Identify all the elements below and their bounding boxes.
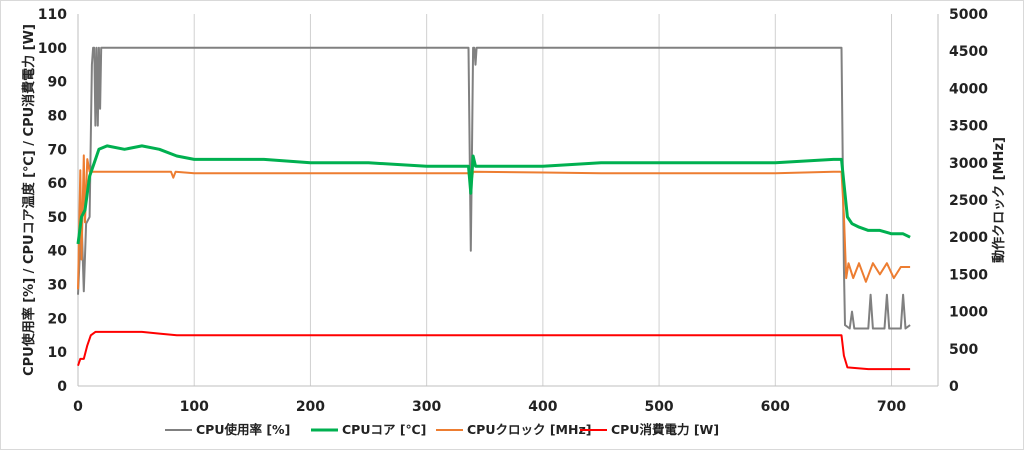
y-left-tick-label: 40 (48, 244, 68, 260)
y-right-tick-label: 3000 (949, 156, 988, 172)
y-left-tick-label: 10 (48, 345, 68, 361)
y-left-tick-label: 110 (38, 7, 67, 23)
legend-label: CPU使用率 [%] (196, 422, 290, 437)
x-tick-label: 300 (412, 399, 441, 415)
x-tick-label: 100 (180, 399, 209, 415)
legend-label: CPU消費電力 [W] (611, 422, 719, 437)
x-tick-label: 0 (73, 399, 83, 415)
legend-label: CPUコア [℃] (342, 422, 426, 437)
x-tick-label: 400 (528, 399, 557, 415)
series-line-1 (76, 144, 911, 245)
y-left-axis-title: CPU使用率 [%] / CPUコア温度 [℃] / CPU消費電力 [W] (21, 24, 37, 376)
y-left-tick-label: 90 (48, 75, 68, 91)
series-line-3 (77, 330, 911, 371)
y-right-tick-label: 1000 (949, 305, 988, 321)
x-tick-label: 200 (296, 399, 325, 415)
x-tick-label: 600 (761, 399, 790, 415)
y-right-tick-label: 2500 (949, 193, 988, 209)
series-line-0 (77, 46, 911, 330)
y-right-tick-label: 500 (949, 342, 978, 358)
y-left-tick-label: 80 (48, 108, 68, 124)
y-left-tick-label: 0 (57, 379, 67, 395)
y-left-tick-label: 70 (48, 142, 68, 158)
y-right-tick-label: 4500 (949, 44, 988, 60)
y-right-tick-label: 4000 (949, 81, 988, 97)
y-right-tick-label: 0 (949, 379, 959, 395)
y-left-tick-label: 100 (38, 41, 67, 57)
y-right-tick-label: 5000 (949, 7, 988, 23)
y-left-tick-label: 30 (48, 278, 68, 294)
y-right-tick-label: 3500 (949, 119, 988, 135)
y-right-axis-title: 動作クロック [MHz] (991, 137, 1007, 263)
series-line-2 (77, 154, 911, 290)
y-left-tick-label: 20 (48, 311, 68, 327)
y-right-tick-label: 1500 (949, 267, 988, 283)
y-left-tick-label: 50 (48, 210, 68, 226)
x-tick-label: 700 (877, 399, 906, 415)
legend-label: CPUクロック [MHz] (467, 422, 591, 437)
y-left-tick-label: 60 (48, 176, 68, 192)
x-tick-label: 500 (644, 399, 673, 415)
y-right-tick-label: 2000 (949, 230, 988, 246)
